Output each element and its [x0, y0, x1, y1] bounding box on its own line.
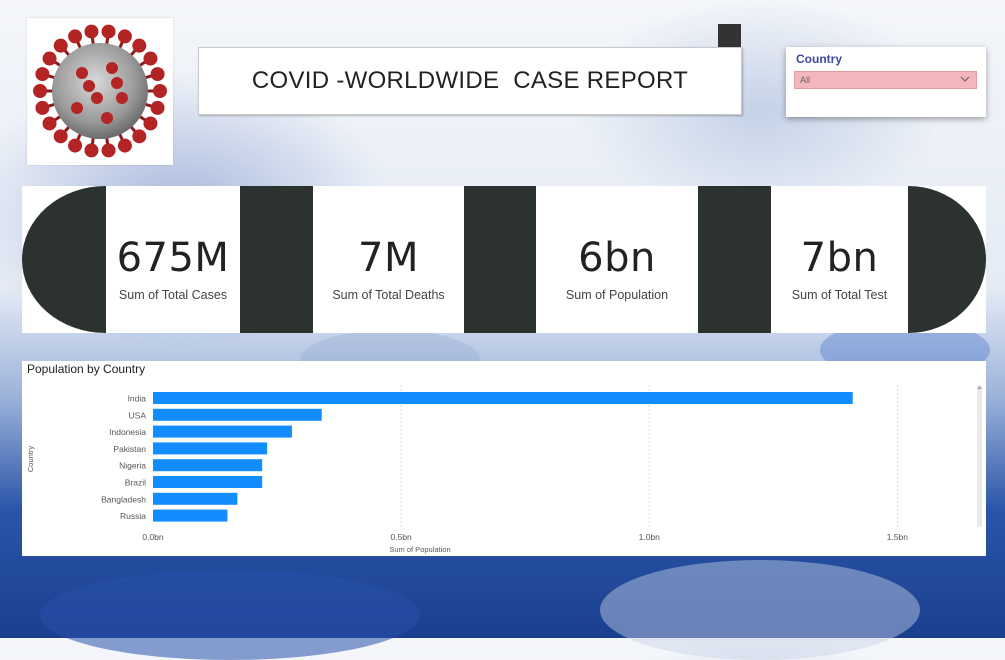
background-virus-blob — [600, 560, 920, 660]
population-by-country-chart[interactable]: Population by Country 0.0bn 0.5bn 1.0bn 1.5… — [22, 361, 986, 556]
report-title: COVID -WORLDWIDE CASE REPORT — [251, 67, 689, 94]
x-axis-title: Sum of Population — [389, 545, 450, 554]
chart-scrollbar[interactable] — [977, 385, 982, 527]
slicer-selected-value: All — [800, 75, 811, 85]
scroll-up-icon[interactable] — [977, 385, 982, 390]
slicer-label: Country — [796, 52, 842, 66]
category-label: Brazil — [125, 478, 146, 488]
kpi-card-total-cases[interactable]: 675M Sum of Total Cases — [106, 186, 240, 333]
bar-bangladesh[interactable] — [153, 492, 238, 505]
country-dropdown[interactable]: All — [794, 71, 977, 89]
kpi-value: 7bn — [800, 235, 879, 281]
background-virus-blob — [40, 570, 420, 660]
bar-usa[interactable] — [153, 408, 322, 421]
kpi-value: 7M — [358, 235, 419, 281]
kpi-divider — [698, 186, 771, 333]
y-axis-title: Country — [26, 446, 35, 473]
focus-mode-button[interactable] — [718, 24, 741, 47]
kpi-label: Sum of Population — [565, 288, 669, 302]
x-tick-label: 1.5bn — [887, 532, 909, 542]
bar-brazil[interactable] — [153, 476, 263, 488]
bar-india[interactable] — [153, 392, 853, 404]
kpi-right-cap — [908, 186, 986, 333]
bar-nigeria[interactable] — [153, 459, 263, 472]
chart-title: Population by Country — [27, 362, 146, 376]
kpi-value: 675M — [116, 235, 230, 281]
kpi-band: 675M Sum of Total Cases 7M Sum of Total … — [22, 186, 986, 333]
category-label: Bangladesh — [101, 494, 146, 504]
category-label: Russia — [120, 511, 146, 521]
kpi-card-total-test[interactable]: 7bn Sum of Total Test — [771, 186, 908, 333]
virus-logo-image — [27, 18, 173, 165]
x-tick-label: 1.0bn — [639, 532, 661, 542]
x-tick-label: 0.5bn — [390, 532, 412, 542]
kpi-divider — [464, 186, 536, 333]
category-label: Indonesia — [109, 427, 146, 437]
report-title-box: COVID -WORLDWIDE CASE REPORT — [198, 47, 742, 115]
category-label: India — [128, 394, 147, 404]
x-tick-label: 0.0bn — [142, 532, 164, 542]
chevron-down-icon[interactable] — [959, 73, 971, 85]
category-label: Pakistan — [113, 444, 146, 454]
bar-indonesia[interactable] — [153, 425, 292, 438]
category-label: Nigeria — [119, 461, 146, 471]
kpi-value: 6bn — [578, 235, 656, 281]
kpi-left-cap — [22, 186, 106, 333]
coronavirus-icon — [33, 24, 167, 158]
country-slicer: Country All — [786, 47, 986, 117]
bar-pakistan[interactable] — [153, 442, 268, 455]
kpi-label: Sum of Total Deaths — [332, 288, 445, 302]
kpi-label: Sum of Total Test — [791, 288, 888, 302]
category-label: USA — [129, 410, 147, 420]
kpi-label: Sum of Total Cases — [118, 288, 228, 302]
kpi-card-population[interactable]: 6bn Sum of Population — [536, 186, 698, 333]
kpi-card-total-deaths[interactable]: 7M Sum of Total Deaths — [313, 186, 464, 333]
kpi-divider — [240, 186, 313, 333]
bar-chart-svg: 0.0bn 0.5bn 1.0bn 1.5bn India USA Indonesia Pak… — [26, 385, 909, 554]
bar-russia[interactable] — [153, 509, 228, 522]
